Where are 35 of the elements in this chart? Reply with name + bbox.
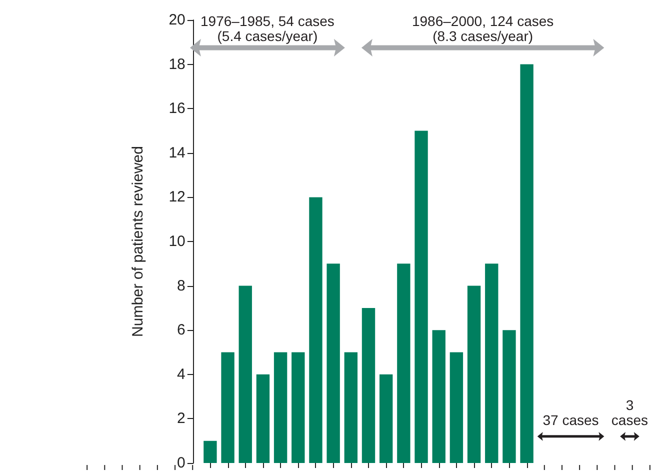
y-tick-label: 0 (177, 454, 186, 472)
text: 37 cases (542, 412, 599, 428)
bar (292, 352, 305, 463)
y-tick-label: 12 (168, 188, 186, 206)
bar (467, 286, 481, 463)
bar (414, 130, 428, 463)
bar (379, 374, 393, 463)
bar (204, 440, 217, 463)
y-tick-label: 16 (168, 100, 186, 118)
y-tick-label: 8 (177, 277, 186, 294)
annotation: 1976–1985, 54 cases (5.4 cases/year) (200, 13, 334, 44)
y-tick-label: 10 (168, 233, 186, 250)
bar (450, 352, 464, 463)
bar (221, 352, 234, 463)
bar (309, 197, 322, 463)
bar (520, 64, 534, 463)
y-tick-label: 18 (168, 56, 186, 73)
bar (397, 264, 410, 463)
bar (485, 264, 498, 463)
bar (274, 352, 288, 463)
bar (238, 286, 252, 463)
text: 3 cases (611, 397, 648, 428)
bar (344, 352, 358, 463)
bar (256, 374, 270, 463)
bar (502, 330, 516, 463)
annotation: 1986–2000, 124 cases (8.3 cases/year) (412, 13, 554, 44)
bar (432, 330, 446, 463)
y-axis-title: Number of patients reviewed (129, 146, 146, 337)
y-tick-label: 4 (177, 366, 186, 383)
y-tick-label: 2 (177, 410, 186, 428)
bar (326, 264, 340, 463)
y-tick-label: 20 (168, 12, 186, 28)
bar (362, 308, 376, 463)
y-tick-label: 14 (168, 144, 186, 162)
y-tick-label: 6 (177, 322, 186, 339)
